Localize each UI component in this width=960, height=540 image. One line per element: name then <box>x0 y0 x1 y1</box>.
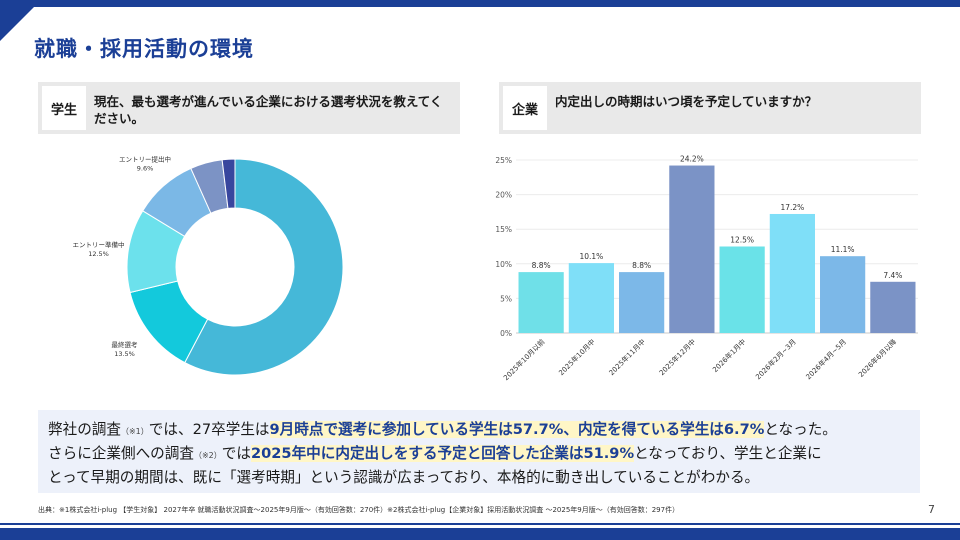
bar-value-label: 17.2% <box>780 203 804 212</box>
page-number: 7 <box>928 503 935 516</box>
top-accent-bar <box>0 0 960 7</box>
donut-slice-label: エントリー準備中 <box>73 240 125 249</box>
donut-slice-label: エントリー提出中 <box>119 154 171 163</box>
bottom-accent-line <box>0 523 960 525</box>
bar <box>870 281 916 333</box>
bar <box>568 263 614 333</box>
summary-highlight-1: 9月時点で選考に参加している学生は57.7%、内定を得ている学生は6.7% <box>269 421 765 438</box>
bar-value-label: 7.4% <box>883 271 902 280</box>
donut-slice-value: 12.5% <box>88 250 109 258</box>
summary-line-2: さらに企業側への調査（※2）では2025年中に内定出しをする予定と回答した企業は… <box>48 442 822 463</box>
bar-chart: 0% 5% 10% 15% 20% 25% 8.8% 2025年10月以前 10.1% 2025年… <box>495 155 918 382</box>
summary-text: となっており、学生と企業に <box>634 445 822 462</box>
y-tick-label: 10% <box>495 260 512 269</box>
summary-text: となった。 <box>764 421 837 438</box>
summary-text: では <box>221 445 251 462</box>
summary-text: 弊社の調査 <box>48 421 121 438</box>
donut-slice <box>184 158 344 376</box>
bar-value-label: 12.5% <box>730 236 754 245</box>
company-question: 内定出しの時期はいつ頃を予定していますか？ <box>555 94 818 109</box>
donut-chart: 選考通過57.7%最終選考13.5%エントリー準備中12.5%エントリー提出中9… <box>73 154 344 376</box>
page-title: 就職・採用活動の環境 <box>34 37 254 61</box>
footnote-ref-2: （※2） <box>193 451 222 460</box>
bar-value-label: 24.2% <box>680 155 704 164</box>
bar-value-label: 10.1% <box>579 252 603 261</box>
x-tick-label: 2026年2月~3月 <box>754 337 798 381</box>
summary-box: 弊社の調査（※1）では、27卒学生は9月時点で選考に参加している学生は57.7%… <box>38 410 920 493</box>
donut-slice-label: 最終選考 <box>112 340 139 349</box>
summary-text: では、27卒学生は <box>148 421 270 438</box>
y-tick-label: 15% <box>495 225 512 234</box>
source-note: 出典：※1株式会社i-plug 【学生対象】 2027年卒 就職活動状況調査～2… <box>38 506 680 514</box>
bar <box>719 246 765 333</box>
bar <box>820 256 866 333</box>
bottom-accent-bar <box>0 528 960 540</box>
bar-value-label: 8.8% <box>532 261 551 270</box>
student-tag: 学生 <box>42 86 86 130</box>
x-tick-label: 2026年1月中 <box>711 337 748 374</box>
donut-slice-value: 13.5% <box>114 350 135 358</box>
summary-line-3: とって早期の期間は、既に「選考時期」という認識が広まっており、本格的に動き出して… <box>48 469 760 486</box>
x-tick-label: 2026年6月以降 <box>856 337 898 379</box>
summary-line-1: 弊社の調査（※1）では、27卒学生は9月時点で選考に参加している学生は57.7%… <box>48 418 837 439</box>
bar-value-label: 8.8% <box>632 261 651 270</box>
student-question: 現在、最も選考が進んでいる企業における選考状況を教えてください。 <box>94 94 443 126</box>
x-tick-label: 2025年10月中 <box>557 337 597 377</box>
x-tick-label: 2025年10月以前 <box>501 337 546 382</box>
bar <box>769 213 815 333</box>
y-tick-label: 25% <box>495 156 512 165</box>
summary-text: さらに企業側への調査 <box>48 445 194 462</box>
bar <box>518 272 564 333</box>
bar <box>669 165 715 333</box>
company-question-panel: 企業 内定出しの時期はいつ頃を予定していますか？ <box>499 82 921 134</box>
y-tick-label: 5% <box>500 294 512 303</box>
x-tick-label: 2026年4月~5月 <box>804 337 848 381</box>
company-tag: 企業 <box>503 86 547 130</box>
x-tick-label: 2025年11月中 <box>607 337 647 377</box>
bar-value-label: 11.1% <box>831 245 855 254</box>
bar <box>619 272 665 333</box>
donut-slice <box>221 158 236 209</box>
y-tick-label: 20% <box>495 191 512 200</box>
y-tick-label: 0% <box>500 329 512 338</box>
summary-highlight-2: 2025年中に内定出しをする予定と回答した企業は51.9% <box>250 445 635 462</box>
student-question-panel: 学生 現在、最も選考が進んでいる企業における選考状況を教えてください。 <box>38 82 460 134</box>
x-tick-label: 2025年12月中 <box>657 337 697 377</box>
donut-slice-value: 9.6% <box>137 164 154 172</box>
footnote-ref-1: （※1） <box>120 427 149 436</box>
corner-accent <box>0 7 34 41</box>
